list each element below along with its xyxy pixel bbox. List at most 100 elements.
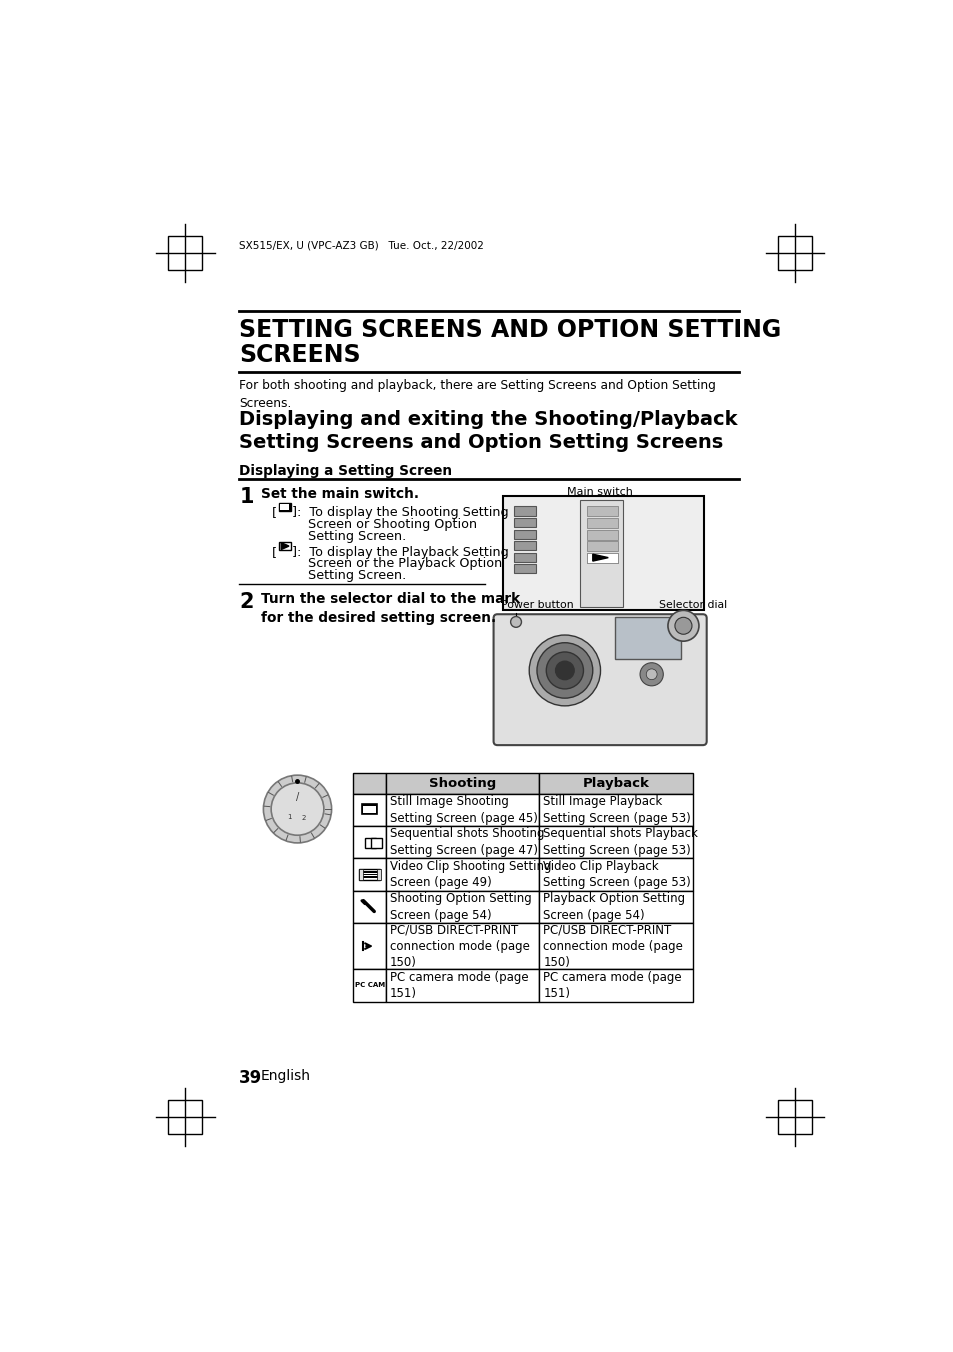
Bar	[385, 891, 538, 923]
Text: ]:  To display the Playback Setting: ]: To display the Playback Setting	[292, 546, 508, 558]
Text: SCREENS: SCREENS	[239, 343, 360, 368]
Bar	[385, 773, 538, 794]
Circle shape	[674, 618, 691, 634]
Circle shape	[546, 652, 583, 690]
Text: Setting Screens and Option Setting Screens: Setting Screens and Option Setting Scree…	[239, 433, 723, 453]
Text: Screen or the Playback Option: Screen or the Playback Option	[307, 557, 501, 571]
Polygon shape	[281, 542, 289, 549]
Text: PC/USB DIRECT-PRINT
connection mode (page
150): PC/USB DIRECT-PRINT connection mode (pag…	[542, 923, 682, 969]
Bar	[359, 869, 379, 880]
Text: Set the main switch.: Set the main switch.	[261, 487, 418, 502]
Text: 1: 1	[239, 487, 253, 507]
Text: Setting Screen.: Setting Screen.	[307, 530, 405, 542]
Text: Sequential shots Shooting
Setting Screen (page 47): Sequential shots Shooting Setting Screen…	[390, 827, 543, 857]
Bar	[514, 518, 536, 527]
Bar	[538, 859, 692, 891]
Text: Playback Option Setting
Screen (page 54): Playback Option Setting Screen (page 54)	[542, 892, 684, 922]
Text: Still Image Shooting
Setting Screen (page 45): Still Image Shooting Setting Screen (pag…	[390, 795, 537, 825]
Bar	[538, 923, 692, 969]
Bar	[278, 503, 291, 511]
Bar	[365, 837, 375, 848]
Bar	[353, 794, 385, 826]
Bar	[586, 507, 617, 516]
Bar	[168, 1101, 202, 1134]
Bar	[280, 504, 289, 510]
Circle shape	[645, 669, 657, 680]
Text: Displaying and exiting the Shooting/Playback: Displaying and exiting the Shooting/Play…	[239, 410, 737, 429]
Bar	[514, 541, 536, 550]
Text: 1: 1	[287, 814, 292, 819]
Bar	[353, 969, 385, 1002]
Text: Video Clip Playback
Setting Screen (page 53): Video Clip Playback Setting Screen (page…	[542, 860, 690, 890]
Polygon shape	[592, 554, 608, 561]
Text: SETTING SCREENS AND OPTION SETTING: SETTING SCREENS AND OPTION SETTING	[239, 318, 781, 342]
Circle shape	[555, 661, 574, 680]
Text: Main switch: Main switch	[567, 487, 633, 498]
Text: PC camera mode (page
151): PC camera mode (page 151)	[390, 971, 528, 1000]
Text: Still Image Playback
Setting Screen (page 53): Still Image Playback Setting Screen (pag…	[542, 795, 690, 825]
Bar	[385, 923, 538, 969]
Circle shape	[667, 610, 699, 641]
Bar	[514, 564, 536, 573]
Bar	[278, 542, 291, 550]
Bar	[361, 804, 377, 814]
Text: PC CAM: PC CAM	[355, 983, 384, 988]
Bar	[514, 507, 536, 515]
Text: Turn the selector dial to the mark
for the desired setting screen.: Turn the selector dial to the mark for t…	[261, 592, 519, 626]
Bar	[538, 891, 692, 923]
Bar	[538, 969, 692, 1002]
Text: PC/USB DIRECT-PRINT
connection mode (page
150): PC/USB DIRECT-PRINT connection mode (pag…	[390, 923, 529, 969]
Text: ]:  To display the Shooting Setting: ]: To display the Shooting Setting	[292, 507, 508, 519]
Text: Video Clip Shooting Setting
Screen (page 49): Video Clip Shooting Setting Screen (page…	[390, 860, 551, 890]
Bar	[385, 794, 538, 826]
Bar	[538, 794, 692, 826]
Text: Power button: Power button	[500, 600, 574, 610]
Bar	[360, 872, 377, 873]
Bar	[385, 859, 538, 891]
Bar	[538, 773, 692, 794]
Bar	[360, 873, 377, 875]
Circle shape	[271, 783, 323, 836]
Text: 39: 39	[239, 1069, 262, 1087]
Text: Screen or Shooting Option: Screen or Shooting Option	[307, 518, 476, 531]
Bar	[579, 500, 622, 607]
Text: PC camera mode (page
151): PC camera mode (page 151)	[542, 971, 681, 1000]
Text: English: English	[261, 1069, 311, 1083]
Text: Playback: Playback	[582, 777, 649, 790]
Bar	[353, 773, 385, 794]
Bar	[615, 617, 680, 658]
Text: /: /	[295, 792, 299, 803]
Circle shape	[537, 642, 592, 698]
Text: [: [	[272, 546, 276, 558]
Text: Shooting Option Setting
Screen (page 54): Shooting Option Setting Screen (page 54)	[390, 892, 531, 922]
FancyBboxPatch shape	[493, 614, 706, 745]
Circle shape	[263, 775, 332, 842]
Bar	[385, 969, 538, 1002]
Bar	[353, 891, 385, 923]
Bar	[586, 530, 617, 539]
Text: 2: 2	[239, 592, 253, 612]
Bar	[586, 553, 617, 562]
Bar	[353, 826, 385, 859]
Bar	[778, 1101, 811, 1134]
Text: For both shooting and playback, there are Setting Screens and Option Setting
Scr: For both shooting and playback, there ar…	[239, 380, 716, 410]
Circle shape	[510, 617, 521, 627]
Bar	[360, 876, 377, 877]
Text: SX515/EX, U (VPC-AZ3 GB)   Tue. Oct., 22/2002: SX515/EX, U (VPC-AZ3 GB) Tue. Oct., 22/2…	[239, 241, 484, 250]
Bar	[586, 541, 617, 552]
Text: Displaying a Setting Screen: Displaying a Setting Screen	[239, 464, 452, 479]
Text: Shooting: Shooting	[429, 777, 496, 790]
Circle shape	[639, 662, 662, 685]
Bar	[377, 869, 381, 880]
Bar	[778, 237, 811, 270]
Bar	[363, 806, 375, 813]
Text: [: [	[272, 507, 276, 519]
Text: Sequential shots Playback
Setting Screen (page 53): Sequential shots Playback Setting Screen…	[542, 827, 698, 857]
Bar	[168, 237, 202, 270]
Text: Selector dial: Selector dial	[658, 600, 726, 610]
Bar	[385, 826, 538, 859]
Bar	[353, 859, 385, 891]
Bar	[371, 837, 381, 848]
Bar	[514, 553, 536, 562]
Text: 2: 2	[301, 815, 306, 821]
